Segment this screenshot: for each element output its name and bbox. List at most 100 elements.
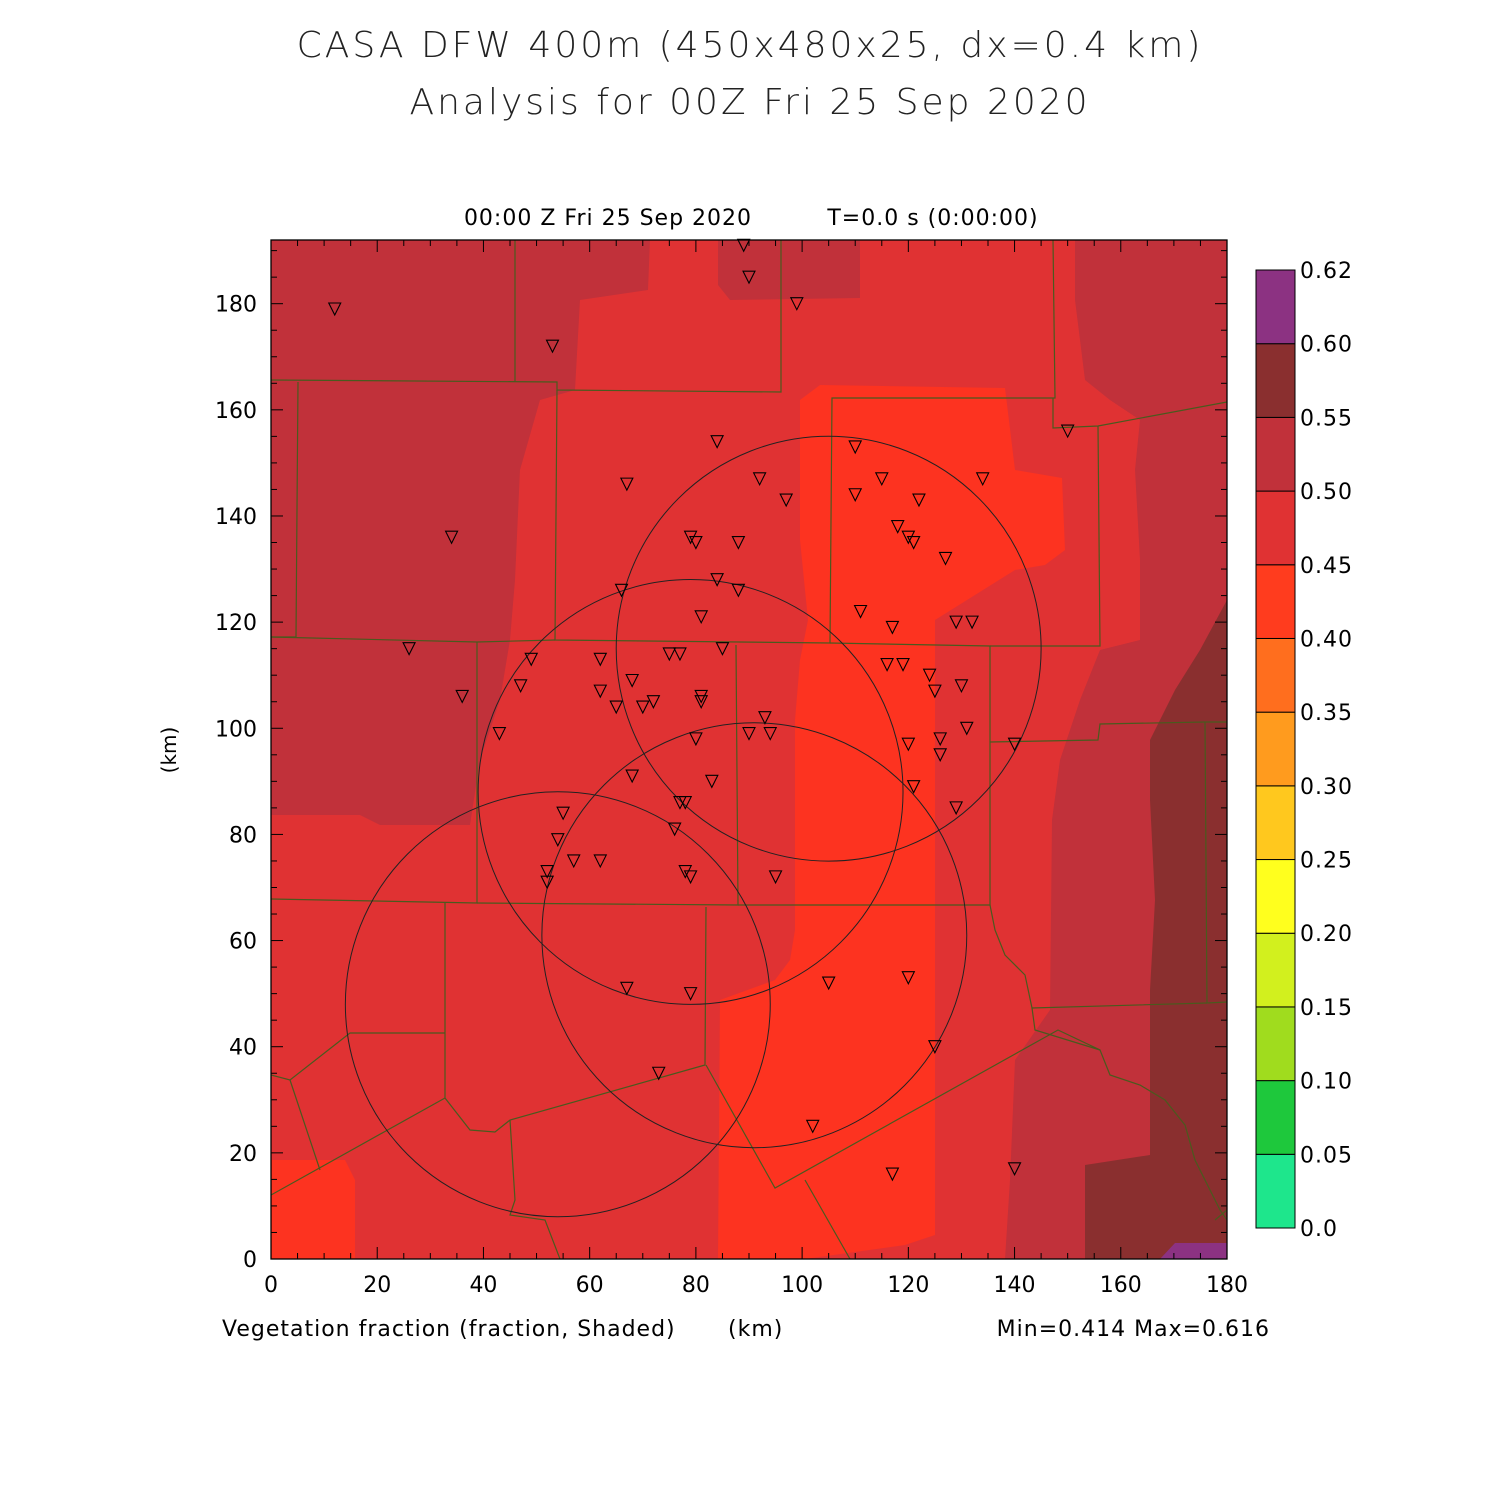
colorbar-label: 0.45 [1300,554,1353,579]
station-marker [662,647,677,662]
station-marker [625,769,640,784]
station-marker [874,472,889,487]
station-marker [667,822,682,837]
station-marker [566,854,581,869]
station-marker [821,976,836,991]
station-marker [912,493,926,508]
colorbar-label: 0.55 [1300,406,1353,431]
x-tick-label: 0 [264,1273,278,1298]
colorbar-label: 0.10 [1300,1070,1353,1095]
x-tick-label: 20 [363,1273,391,1298]
t-label: T=0.0 s (0:00:00) [826,206,1038,231]
station-marker [789,297,804,311]
station-marker [885,620,900,635]
station-marker [593,684,608,699]
colorbar: 0.0 0.05 0.10 0.15 0.20 0.25 0.30 0.35 0.40 0.45 0… [1255,259,1353,1242]
y-tick-label: 80 [229,823,257,848]
colorbar-label: 0.25 [1300,849,1353,874]
station-marker [933,748,948,763]
colorbar-label: 0.0 [1300,1217,1338,1242]
time-label: 00:00 Z Fri 25 Sep 2020 [464,206,752,231]
field-max-corner [1160,1243,1227,1259]
station-marker [927,1040,942,1054]
station-marker [906,780,921,794]
station-marker [848,488,863,502]
station-marker [694,695,709,709]
colorbar-label: 0.30 [1300,775,1353,800]
y-tick-label: 0 [243,1248,257,1273]
radar-circle-1 [477,579,904,1005]
station-marker [954,679,969,694]
station-marker [683,530,698,545]
station-marker [540,875,555,890]
station-marker [625,673,640,688]
station-markers [327,238,1075,1182]
station-marker [455,689,470,704]
colorbar-label: 0.05 [1300,1143,1353,1168]
x-tick-label: 120 [887,1273,929,1298]
station-marker [513,679,528,694]
x-tick-label: 180 [1206,1273,1248,1298]
y-axis: 0 20 40 60 80 100 120 140 160 180 [215,250,1227,1273]
station-marker [938,551,953,566]
station-marker [975,472,990,487]
station-marker [1060,424,1075,439]
station-marker [540,865,555,879]
station-marker [619,981,634,996]
station-marker [710,435,725,449]
colorbar-label: 0.62 [1300,259,1353,284]
station-marker [763,727,778,741]
x-tick-label: 140 [994,1273,1036,1298]
station-marker [949,801,964,816]
y-tick-label: 120 [215,611,257,636]
station-marker [524,652,539,667]
x-tick-label: 80 [682,1273,710,1298]
colorbar-swatch [1255,932,1296,1008]
station-marker [593,854,608,869]
station-marker [688,535,703,550]
x-axis: 0 20 40 60 80 100 120 140 160 180 [264,240,1248,1298]
station-marker [492,727,507,741]
station-marker [683,987,698,1001]
colorbar-swatch [1255,269,1296,345]
station-marker [678,865,693,879]
station-marker [593,652,608,667]
x-tick-label: 40 [469,1273,497,1298]
station-marker [715,642,730,656]
y-axis-label: (km) [157,727,181,774]
station-marker [550,833,565,847]
colorbar-swatch [1255,343,1296,418]
station-marker [901,530,916,545]
county-borders [271,240,1227,1259]
station-marker [880,658,894,672]
station-marker [1007,1162,1022,1177]
station-marker [752,472,767,487]
station-marker [742,270,756,285]
x-tick-label: 100 [781,1273,823,1298]
station-marker [779,493,794,508]
station-marker [704,774,719,789]
station-marker [890,520,905,534]
station-marker [848,440,863,455]
y-tick-label: 160 [215,399,257,424]
x-tick-label: 60 [576,1273,604,1298]
colorbar-swatch [1255,785,1296,861]
station-marker [444,530,459,545]
station-marker [768,870,783,885]
chart-title-line-1: CASA DFW 400m (450x480x25, dx=0.4 km) [296,25,1204,66]
station-marker [619,477,634,492]
radar-circle-0 [615,435,1042,862]
colorbar-label: 0.35 [1300,701,1353,726]
radar-range-circles [344,435,1042,1218]
colorbar-swatch [1255,859,1296,934]
station-marker [885,1167,900,1182]
station-marker [673,647,687,662]
station-marker [805,1119,820,1134]
colorbar-swatch [1255,490,1296,566]
y-tick-label: 140 [215,505,257,530]
station-marker [922,668,937,683]
station-marker [651,1066,666,1081]
field-dark-northwest [271,240,650,825]
station-marker [556,806,571,821]
station-marker [545,339,560,354]
